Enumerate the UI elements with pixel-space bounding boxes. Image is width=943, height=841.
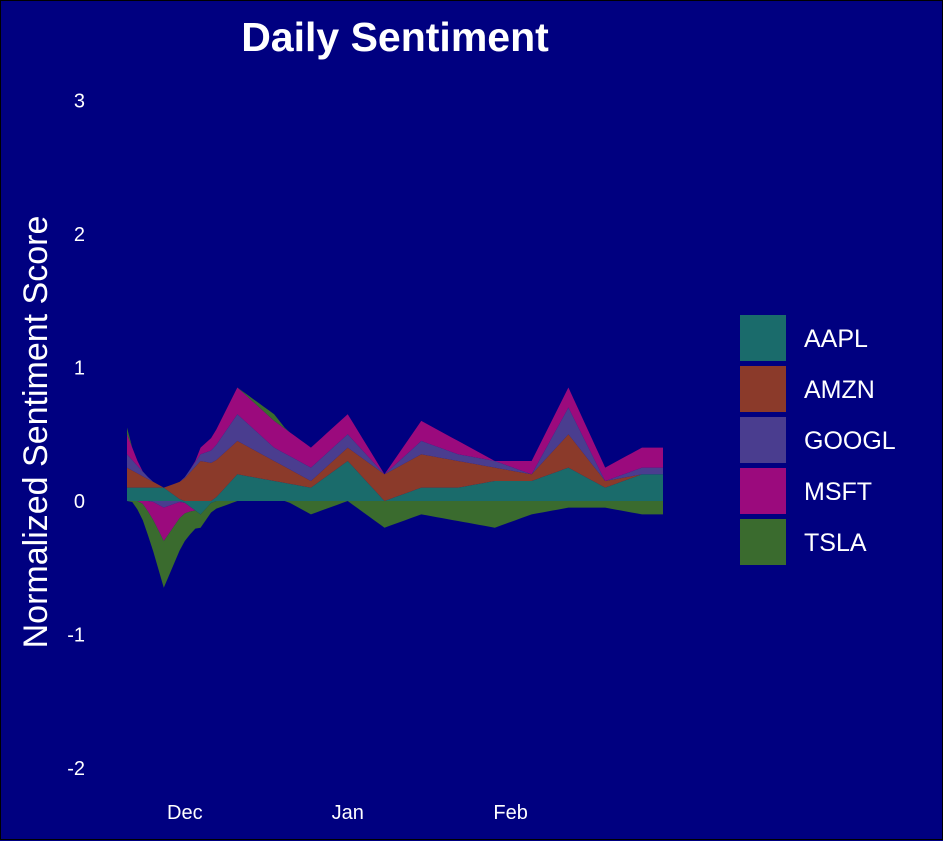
x-tick-label: Dec [167,802,203,824]
x-tick-label: Feb [493,802,527,824]
x-tick-label: Jan [332,802,364,824]
area-aapl-positive [127,460,663,501]
y-tick-label: 3 [74,91,85,113]
y-tick-label: 0 [74,491,85,513]
legend-swatch-tsla [740,519,786,565]
y-tick-label: 1 [74,358,85,380]
area-msft-positive [127,387,663,488]
x-axis-ticks: Dec Jan Feb [167,802,528,824]
y-tick-label: 2 [74,224,85,246]
chart-title: Daily Sentiment [241,14,549,60]
area-amzn-positive [127,434,663,501]
area-msft-negative [127,501,663,542]
y-axis-label: Normalized Sentiment Score [17,216,55,649]
area-tsla-negative [127,501,663,588]
area-googl-positive [127,407,663,488]
y-tick-label: -2 [67,758,85,780]
legend-label-aapl: AAPL [804,325,868,353]
legend-label-googl: GOOGL [804,427,896,455]
y-tick-label: -1 [67,625,85,647]
legend-label-tsla: TSLA [804,529,867,557]
y-axis-ticks: 3 2 1 0 -1 -2 [67,91,85,781]
legend-swatch-msft [740,468,786,514]
legend-swatch-aapl [740,315,786,361]
legend-swatch-googl [740,417,786,463]
legend-label-amzn: AMZN [804,376,875,404]
legend-swatch-amzn [740,366,786,412]
area-layers [127,387,663,588]
legend: AAPL AMZN GOOGL MSFT TSLA [740,315,896,565]
legend-label-msft: MSFT [804,478,872,506]
